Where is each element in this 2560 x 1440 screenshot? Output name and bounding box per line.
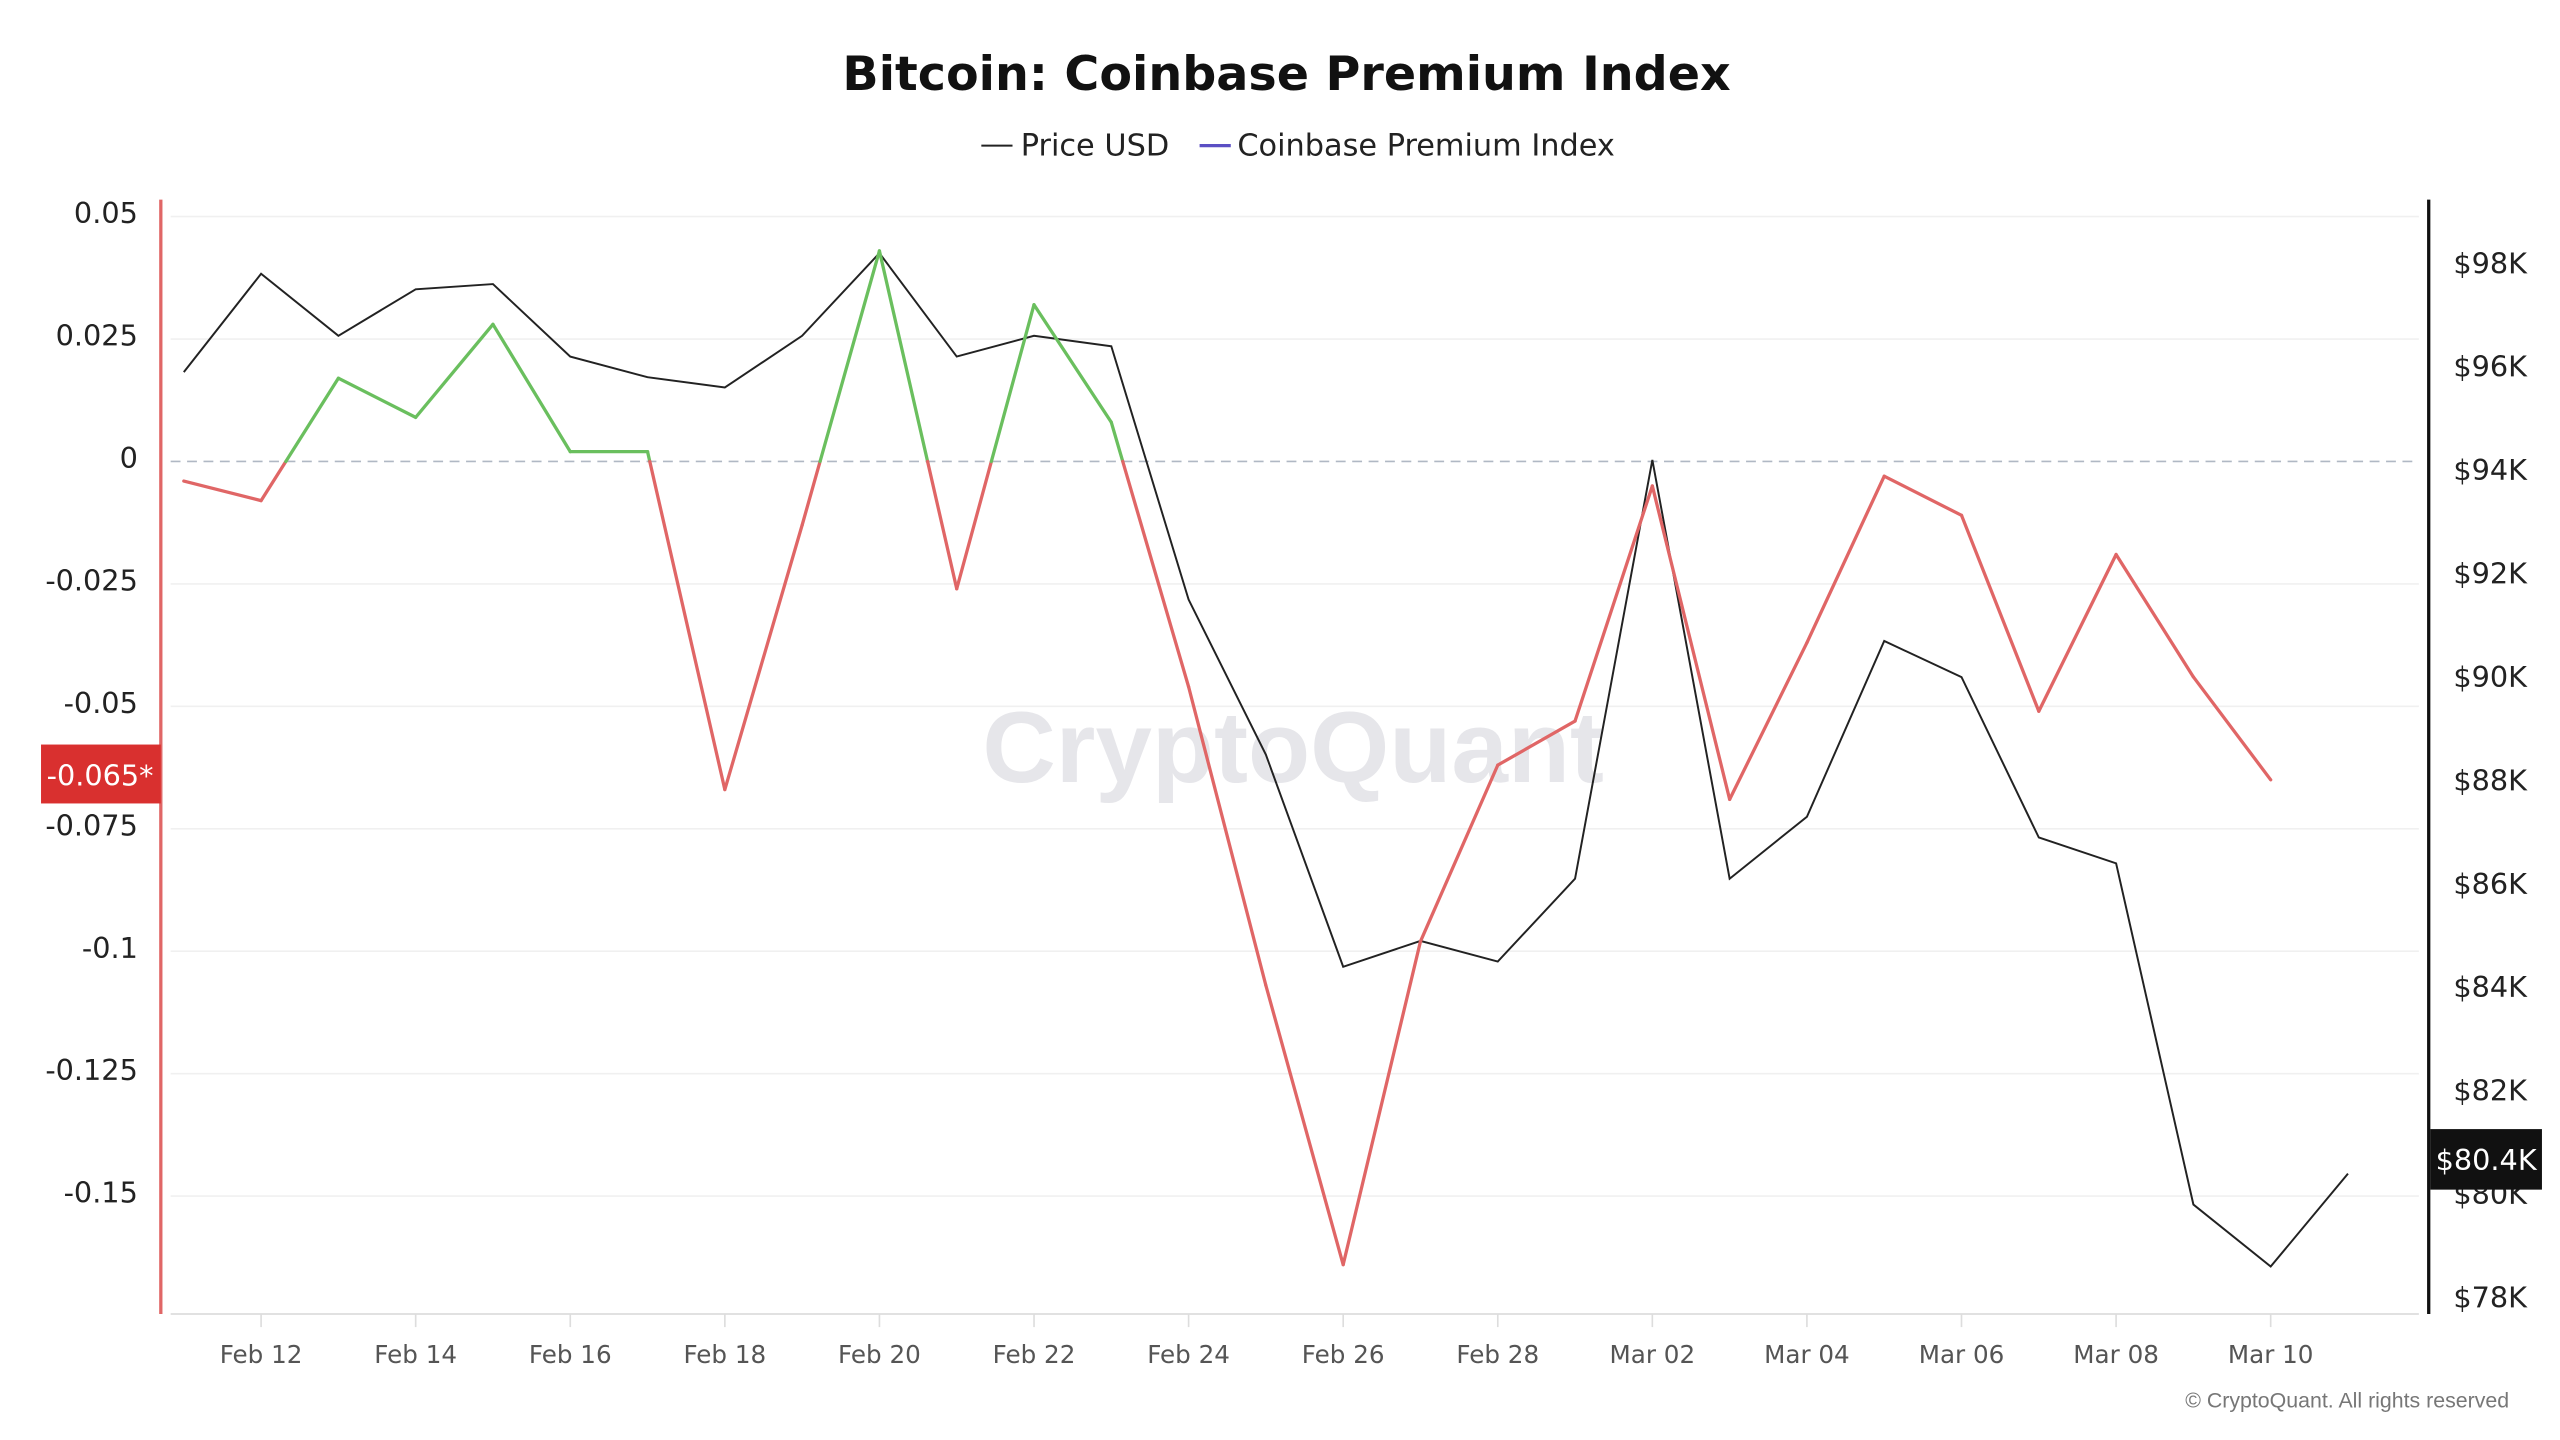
- x-axis-ticks: Feb 12 Feb 14 Feb 16 Feb 18 Feb 20 Feb 22 Feb …: [220, 1314, 2314, 1369]
- premium-line-segment: [1032, 303, 1113, 424]
- premium-line-segment: [955, 459, 994, 591]
- x-axis-tick-label: Mar 02: [1610, 1340, 1696, 1369]
- premium-line-segment: [1264, 983, 1345, 1267]
- premium-line-segment: [1496, 719, 1577, 767]
- x-axis-tick-label: Feb 28: [1456, 1340, 1539, 1369]
- left-axis-tick-label: -0.025: [45, 563, 138, 597]
- left-axis-tick-label: 0.025: [56, 319, 138, 353]
- premium-line-segment: [2114, 552, 2196, 679]
- x-axis-tick-label: Mar 10: [2228, 1340, 2314, 1369]
- right-axis-tick-label: $96K: [2453, 350, 2528, 384]
- premium-line-segment: [414, 322, 495, 420]
- right-axis-tick-label: $86K: [2453, 867, 2528, 901]
- premium-current-value: -0.065*: [47, 758, 154, 792]
- premium-line-segment: [1805, 474, 1886, 645]
- premium-line-segment: [1959, 513, 2041, 713]
- premium-line-segment: [491, 322, 572, 454]
- x-axis-tick-label: Mar 06: [1919, 1340, 2005, 1369]
- left-axis-ticks: 0.05 0.025 0 -0.025 -0.05 -0.075 -0.1 -0.125 -0.…: [45, 196, 138, 1209]
- premium-line-segment: [1121, 459, 1191, 689]
- x-axis-tick-label: Feb 14: [374, 1340, 457, 1369]
- right-axis-tick-label: $78K: [2453, 1280, 2528, 1314]
- premium-line-segment: [259, 459, 288, 503]
- premium-line-segment: [1109, 420, 1125, 464]
- x-axis-tick-label: Feb 26: [1302, 1340, 1385, 1369]
- left-axis-tick-label: 0.05: [74, 196, 138, 230]
- right-axis-tick-label: $84K: [2453, 970, 2528, 1004]
- premium-line-segment: [723, 523, 804, 792]
- right-axis-tick-label: $94K: [2453, 453, 2528, 487]
- premium-line-segment: [925, 459, 959, 591]
- x-axis-tick-label: Mar 04: [1764, 1340, 1850, 1369]
- premium-line-segment: [877, 249, 930, 464]
- right-axis-tick-label: $98K: [2453, 246, 2528, 280]
- right-axis-tick-label: $82K: [2453, 1074, 2528, 1108]
- legend-item-premium[interactable]: Coinbase Premium Index: [1199, 128, 1615, 163]
- chart-title: Bitcoin: Coinbase Premium Index: [842, 47, 1730, 102]
- premium-line-segment: [800, 459, 822, 527]
- right-current-value-badge: $80.4K: [2430, 1129, 2542, 1190]
- premium-line-segment: [1418, 763, 1500, 944]
- x-axis-tick-label: Feb 18: [683, 1340, 766, 1369]
- legend-label-premium: Coinbase Premium Index: [1237, 128, 1615, 163]
- premium-line-segment: [989, 303, 1036, 464]
- premium-line-segment: [2037, 552, 2118, 713]
- premium-line-segment: [818, 249, 882, 464]
- premium-line-segment: [648, 459, 727, 792]
- left-current-value-badge: -0.065*: [41, 744, 161, 804]
- right-axis-tick-label: $88K: [2453, 763, 2528, 797]
- premium-line-segment: [645, 450, 652, 464]
- premium-line-segment: [1728, 641, 1809, 802]
- premium-line-segment: [1186, 685, 1268, 988]
- left-axis-tick-label: -0.075: [45, 808, 138, 842]
- x-axis-tick-label: Feb 16: [529, 1340, 612, 1369]
- x-axis-tick-label: Feb 24: [1147, 1340, 1230, 1369]
- right-axis-tick-label: $92K: [2453, 557, 2528, 591]
- premium-line-segment: [284, 376, 341, 464]
- x-axis-tick-label: Feb 22: [993, 1340, 1076, 1369]
- premium-line-segment: [1573, 484, 1654, 723]
- price-current-value: $80.4K: [2436, 1143, 2538, 1177]
- left-axis-tick-label: 0: [120, 441, 138, 475]
- copyright-footer: © CryptoQuant. All rights reserved: [2185, 1388, 2509, 1412]
- x-axis-tick-label: Feb 12: [220, 1340, 303, 1369]
- gridlines: [170, 215, 2419, 1197]
- legend: Price USD Coinbase Premium Index: [981, 128, 1615, 163]
- premium-line-segment: [1882, 474, 1964, 517]
- right-axis-ticks: $98K$96K$94K$92K$90K$88K$86K$84K$82K$80K…: [2453, 246, 2528, 1314]
- left-axis-tick-label: -0.125: [45, 1053, 138, 1087]
- price-line: [183, 251, 2349, 1268]
- x-axis-tick-label: Mar 08: [2073, 1340, 2159, 1369]
- x-axis-tick-label: Feb 20: [838, 1340, 921, 1369]
- left-axis-tick-label: -0.1: [82, 931, 138, 965]
- premium-line-segment: [1341, 939, 1423, 1267]
- legend-item-price[interactable]: Price USD: [981, 128, 1169, 163]
- coinbase-premium-series: [182, 249, 2273, 1267]
- premium-line-segment: [1650, 484, 1732, 802]
- price-usd-series: [183, 251, 2349, 1268]
- watermark: CryptoQuant: [982, 690, 1604, 804]
- left-axis-tick-label: -0.05: [64, 686, 138, 720]
- premium-line-segment: [336, 376, 418, 420]
- right-axis-tick-label: $90K: [2453, 660, 2528, 694]
- legend-label-price: Price USD: [1021, 128, 1169, 163]
- premium-line-segment: [2191, 675, 2273, 782]
- premium-line-segment: [182, 479, 263, 503]
- left-axis-tick-label: -0.15: [64, 1176, 138, 1210]
